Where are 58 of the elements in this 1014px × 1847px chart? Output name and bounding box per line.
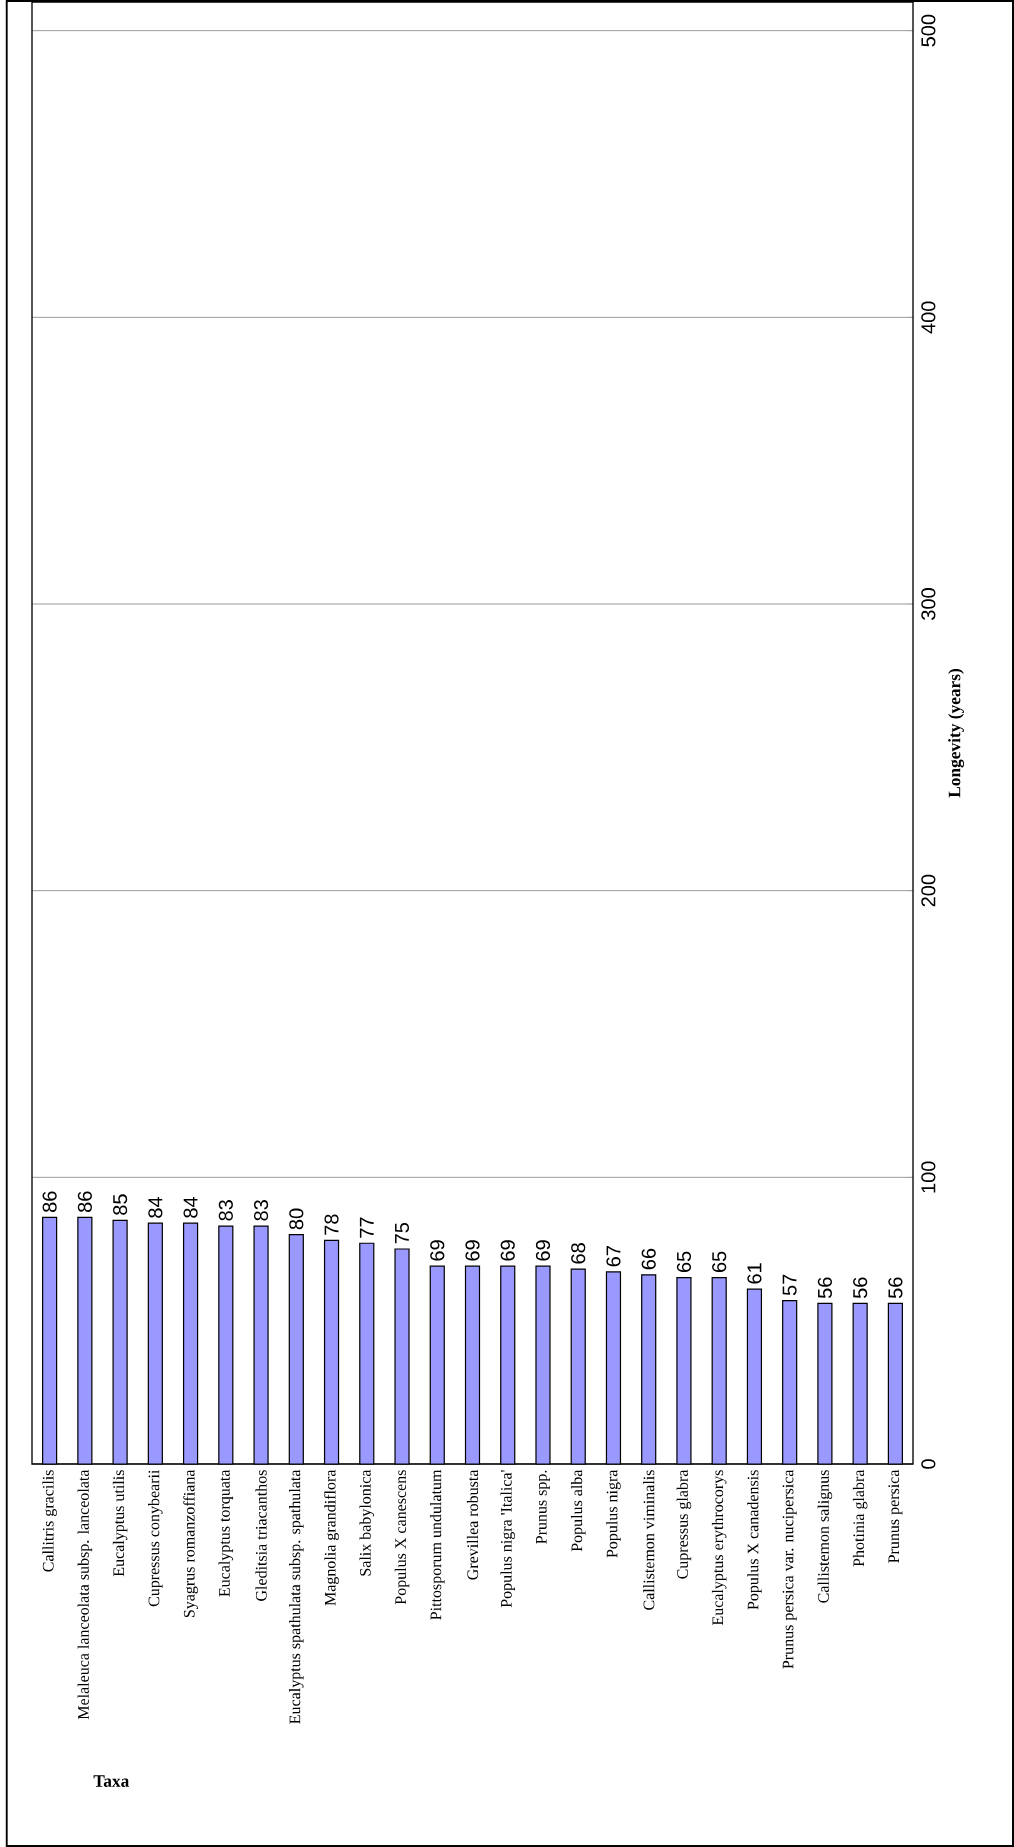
x-tick-label: Eucalyptus utilis — [112, 1470, 128, 1577]
data-label: 67 — [606, 1246, 621, 1267]
y-tick-label: 0 — [921, 1459, 936, 1469]
y-tick-label: 200 — [921, 874, 936, 907]
x-tick-label: Photinia glabra — [852, 1469, 868, 1567]
data-label: 65 — [712, 1251, 727, 1273]
data-label: 65 — [676, 1251, 692, 1273]
data-label: 69 — [535, 1240, 551, 1261]
data-label: 56 — [817, 1277, 832, 1299]
x-tick-label: Prunus spp. — [536, 1470, 550, 1544]
data-label: 80 — [289, 1208, 304, 1230]
data-label: 69 — [465, 1240, 480, 1261]
x-tick-label: Magnolia grandiflora — [324, 1469, 339, 1606]
y-tick-label: 300 — [921, 588, 936, 620]
data-label: 86 — [42, 1191, 57, 1212]
x-tick-label: Salix babylonica — [359, 1469, 375, 1576]
data-label: 66 — [641, 1248, 656, 1270]
x-axis-title: Taxa — [93, 1775, 130, 1787]
y-axis-title: Longevity (years) — [948, 669, 964, 798]
x-tick-label: Prunus persica var. nucipersica — [782, 1469, 797, 1669]
data-label: 83 — [218, 1200, 233, 1221]
x-tick-label: Gleditsia triacanthos — [255, 1470, 267, 1601]
data-label: 84 — [148, 1196, 163, 1218]
x-tick-label: Eucalyptus torquata — [218, 1469, 234, 1597]
y-tick-label: 100 — [921, 1161, 936, 1193]
data-label: 77 — [359, 1217, 374, 1238]
data-label: 85 — [113, 1194, 128, 1215]
x-tick-label: Cupressus conybearii — [148, 1469, 163, 1607]
data-label: 69 — [430, 1240, 445, 1261]
data-label: 84 — [183, 1196, 198, 1218]
x-tick-label: Populus X canescens — [394, 1470, 410, 1605]
x-tick-label: Populus X canadensis — [747, 1470, 762, 1610]
x-tick-label: Populus nigra 'Italica' — [500, 1470, 516, 1608]
data-label: 68 — [571, 1243, 586, 1264]
x-tick-label: Prunus persica — [888, 1469, 903, 1563]
data-label: 69 — [500, 1240, 515, 1261]
data-label: 86 — [77, 1191, 92, 1212]
x-tick-label: Populus alba — [570, 1469, 586, 1552]
data-label: 56 — [853, 1277, 868, 1299]
data-label: 75 — [395, 1222, 409, 1244]
data-label: 56 — [888, 1277, 903, 1299]
x-tick-label: Melaleuca lanceolata subsp. lanceolata — [77, 1469, 93, 1720]
x-tick-label: Syagrus romanzoffiana — [183, 1469, 198, 1618]
x-tick-label: Eucalyptus erythrocorys — [711, 1470, 727, 1626]
data-label: 78 — [324, 1214, 339, 1235]
data-label: 61 — [747, 1263, 762, 1284]
x-tick-label: Pittosporum undulatum — [430, 1469, 445, 1620]
data-label: 83 — [253, 1200, 269, 1221]
x-tick-label: Cupressus glabra — [676, 1469, 692, 1579]
x-tick-label: Eucalyptus spathulata subsp. spathulata — [289, 1469, 304, 1724]
x-tick-label: Callistemon salignus — [817, 1470, 833, 1603]
x-tick-label: Callistemon viminalis — [643, 1470, 655, 1610]
y-tick-label: 400 — [921, 301, 936, 334]
x-tick-label: Grevillea robusta — [466, 1469, 479, 1580]
x-tick-label: Populus nigra — [606, 1469, 621, 1558]
data-label: 57 — [782, 1274, 797, 1296]
y-tick-label: 500 — [921, 14, 936, 47]
x-tick-label: Callitris gracilis — [42, 1470, 57, 1572]
